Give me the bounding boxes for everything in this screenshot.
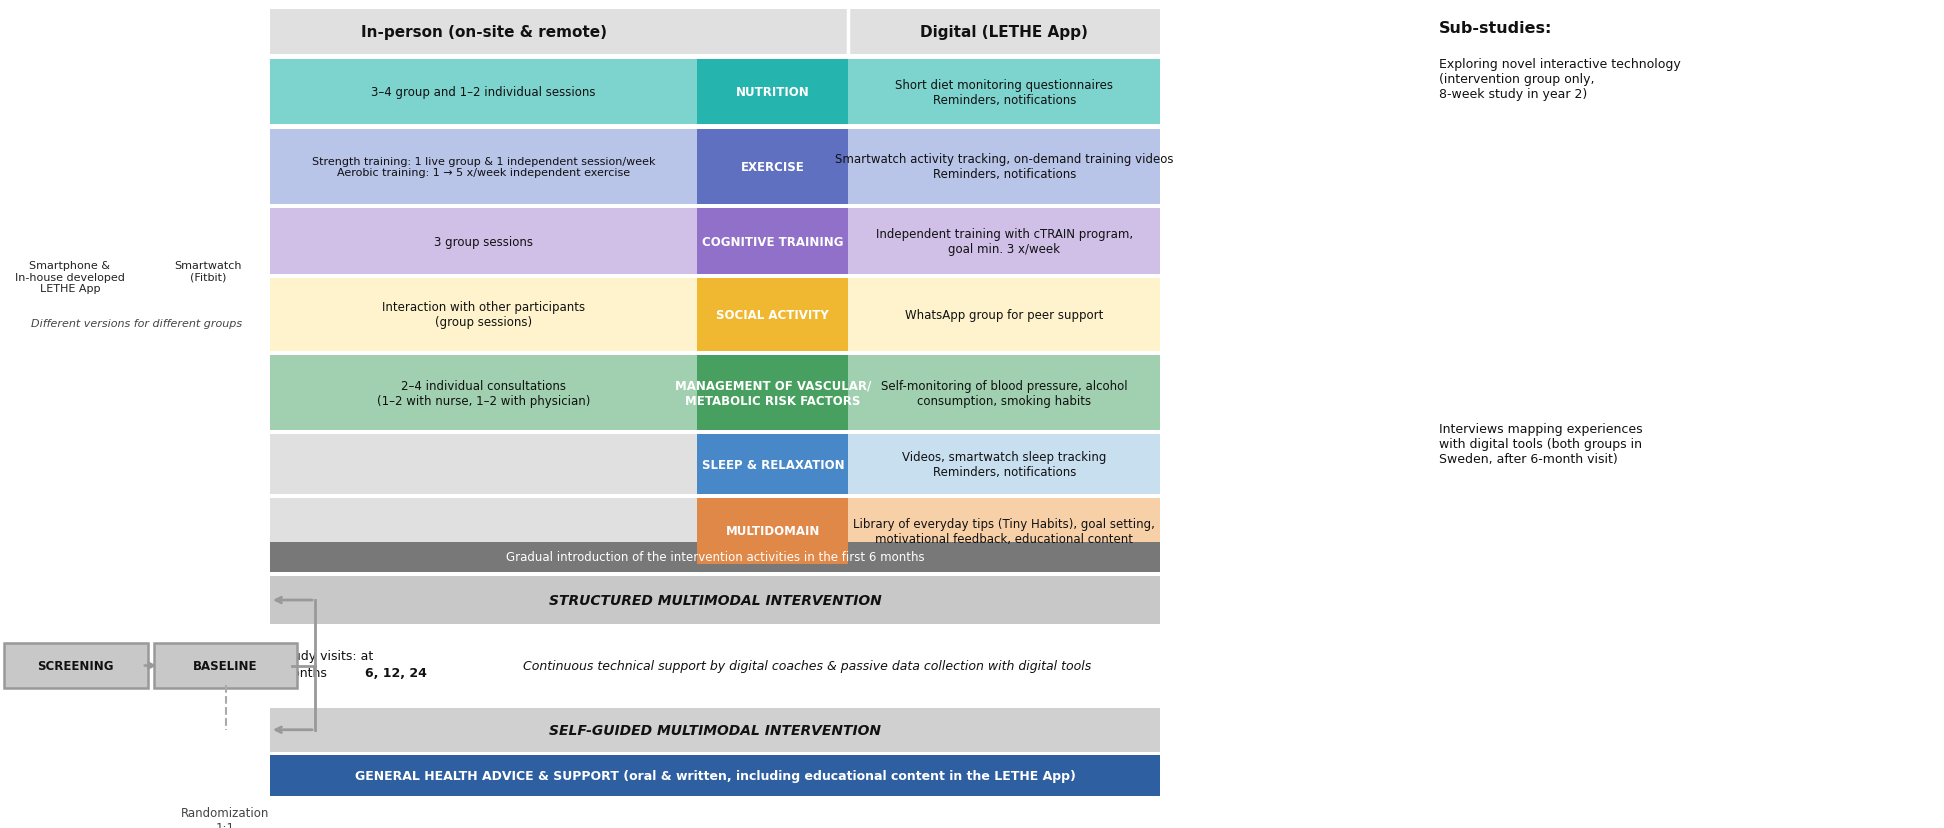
Bar — [270, 209, 698, 275]
Text: Videos, smartwatch sleep tracking
Reminders, notifications: Videos, smartwatch sleep tracking Remind… — [902, 450, 1106, 479]
Text: Smartphone &
In-house developed
LETHE App: Smartphone & In-house developed LETHE Ap… — [16, 261, 124, 294]
Text: Strength training: 1 live group & 1 independent session/week
Aerobic training: 1: Strength training: 1 live group & 1 inde… — [311, 156, 655, 178]
FancyBboxPatch shape — [4, 643, 148, 688]
Bar — [270, 755, 1161, 796]
Text: Library of everyday tips (Tiny Habits), goal setting,
motivational feedback, edu: Library of everyday tips (Tiny Habits), … — [853, 517, 1155, 545]
Bar — [698, 279, 848, 351]
Text: Self-monitoring of blood pressure, alcohol
consumption, smoking habits: Self-monitoring of blood pressure, alcoh… — [881, 379, 1128, 407]
Text: COGNITIVE TRAINING: COGNITIVE TRAINING — [702, 235, 844, 248]
FancyBboxPatch shape — [154, 643, 297, 688]
Text: months: months — [280, 666, 330, 679]
Text: Study visits: at: Study visits: at — [280, 649, 373, 662]
Text: Continuous technical support by digital coaches & passive data collection with d: Continuous technical support by digital … — [523, 659, 1091, 672]
Text: Interaction with other participants
(group sessions): Interaction with other participants (gro… — [383, 301, 585, 329]
Text: EXERCISE: EXERCISE — [741, 161, 805, 174]
Text: 6, 12, 24: 6, 12, 24 — [365, 666, 428, 679]
Bar — [698, 498, 848, 564]
Bar — [270, 60, 698, 125]
Bar — [270, 275, 1161, 279]
Bar — [698, 129, 848, 205]
Bar — [698, 435, 848, 494]
Bar — [848, 209, 1161, 275]
Text: NUTRITION: NUTRITION — [737, 86, 811, 99]
Bar — [848, 435, 1161, 494]
Text: BASELINE: BASELINE — [192, 659, 259, 672]
Text: WhatsApp group for peer support: WhatsApp group for peer support — [906, 309, 1104, 321]
Bar — [848, 355, 1161, 431]
Bar — [270, 576, 1161, 624]
Bar — [270, 10, 1161, 55]
Text: SLEEP & RELAXATION: SLEEP & RELAXATION — [702, 458, 844, 471]
Bar — [270, 431, 1161, 435]
Text: Smartwatch activity tracking, on-demand training videos
Reminders, notifications: Smartwatch activity tracking, on-demand … — [836, 153, 1174, 181]
Text: Different versions for different groups: Different versions for different groups — [31, 319, 241, 329]
Bar — [848, 498, 1161, 564]
Text: Interviews mapping experiences
with digital tools (both groups in
Sweden, after : Interviews mapping experiences with digi… — [1439, 422, 1643, 465]
Bar — [270, 494, 1161, 498]
Bar — [270, 355, 698, 431]
Text: 3–4 group and 1–2 individual sessions: 3–4 group and 1–2 individual sessions — [371, 86, 597, 99]
Bar — [848, 279, 1161, 351]
Bar — [698, 60, 848, 125]
Text: Randomization
1:1: Randomization 1:1 — [181, 806, 270, 828]
Text: Smartwatch
(Fitbit): Smartwatch (Fitbit) — [175, 261, 241, 282]
Bar — [698, 355, 848, 431]
Text: 2–4 individual consultations
(1–2 with nurse, 1–2 with physician): 2–4 individual consultations (1–2 with n… — [377, 379, 591, 407]
Bar — [270, 628, 1161, 704]
Bar — [270, 205, 1161, 209]
Text: Sub-studies:: Sub-studies: — [1439, 21, 1551, 36]
Bar — [848, 60, 1161, 125]
Bar — [270, 125, 1161, 129]
Text: Gradual introduction of the intervention activities in the first 6 months: Gradual introduction of the intervention… — [505, 551, 923, 564]
Text: SOCIAL ACTIVITY: SOCIAL ACTIVITY — [717, 309, 830, 321]
Bar — [270, 435, 698, 494]
Bar — [270, 542, 1161, 572]
Bar — [270, 351, 1161, 355]
Bar — [270, 708, 1161, 752]
Text: 3 group sessions: 3 group sessions — [434, 235, 533, 248]
Text: SCREENING: SCREENING — [37, 659, 115, 672]
Text: GENERAL HEALTH ADVICE & SUPPORT (oral & written, including educational content i: GENERAL HEALTH ADVICE & SUPPORT (oral & … — [354, 769, 1075, 782]
Text: STRUCTURED MULTIMODAL INTERVENTION: STRUCTURED MULTIMODAL INTERVENTION — [548, 594, 881, 607]
Text: SELF-GUIDED MULTIMODAL INTERVENTION: SELF-GUIDED MULTIMODAL INTERVENTION — [548, 723, 881, 737]
Text: MANAGEMENT OF VASCULAR/
METABOLIC RISK FACTORS: MANAGEMENT OF VASCULAR/ METABOLIC RISK F… — [675, 379, 871, 407]
Text: In-person (on-site & remote): In-person (on-site & remote) — [362, 25, 607, 40]
Bar — [270, 279, 698, 351]
Bar — [270, 498, 698, 564]
Bar — [270, 129, 698, 205]
Text: Digital (LETHE App): Digital (LETHE App) — [920, 25, 1089, 40]
Text: Short diet monitoring questionnaires
Reminders, notifications: Short diet monitoring questionnaires Rem… — [896, 79, 1114, 107]
Text: MULTIDOMAIN: MULTIDOMAIN — [725, 525, 820, 537]
Text: Independent training with cTRAIN program,
goal min. 3 x/week: Independent training with cTRAIN program… — [875, 228, 1133, 256]
Text: Exploring novel interactive technology
(intervention group only,
8-week study in: Exploring novel interactive technology (… — [1439, 58, 1680, 101]
Bar — [698, 209, 848, 275]
Bar — [848, 129, 1161, 205]
